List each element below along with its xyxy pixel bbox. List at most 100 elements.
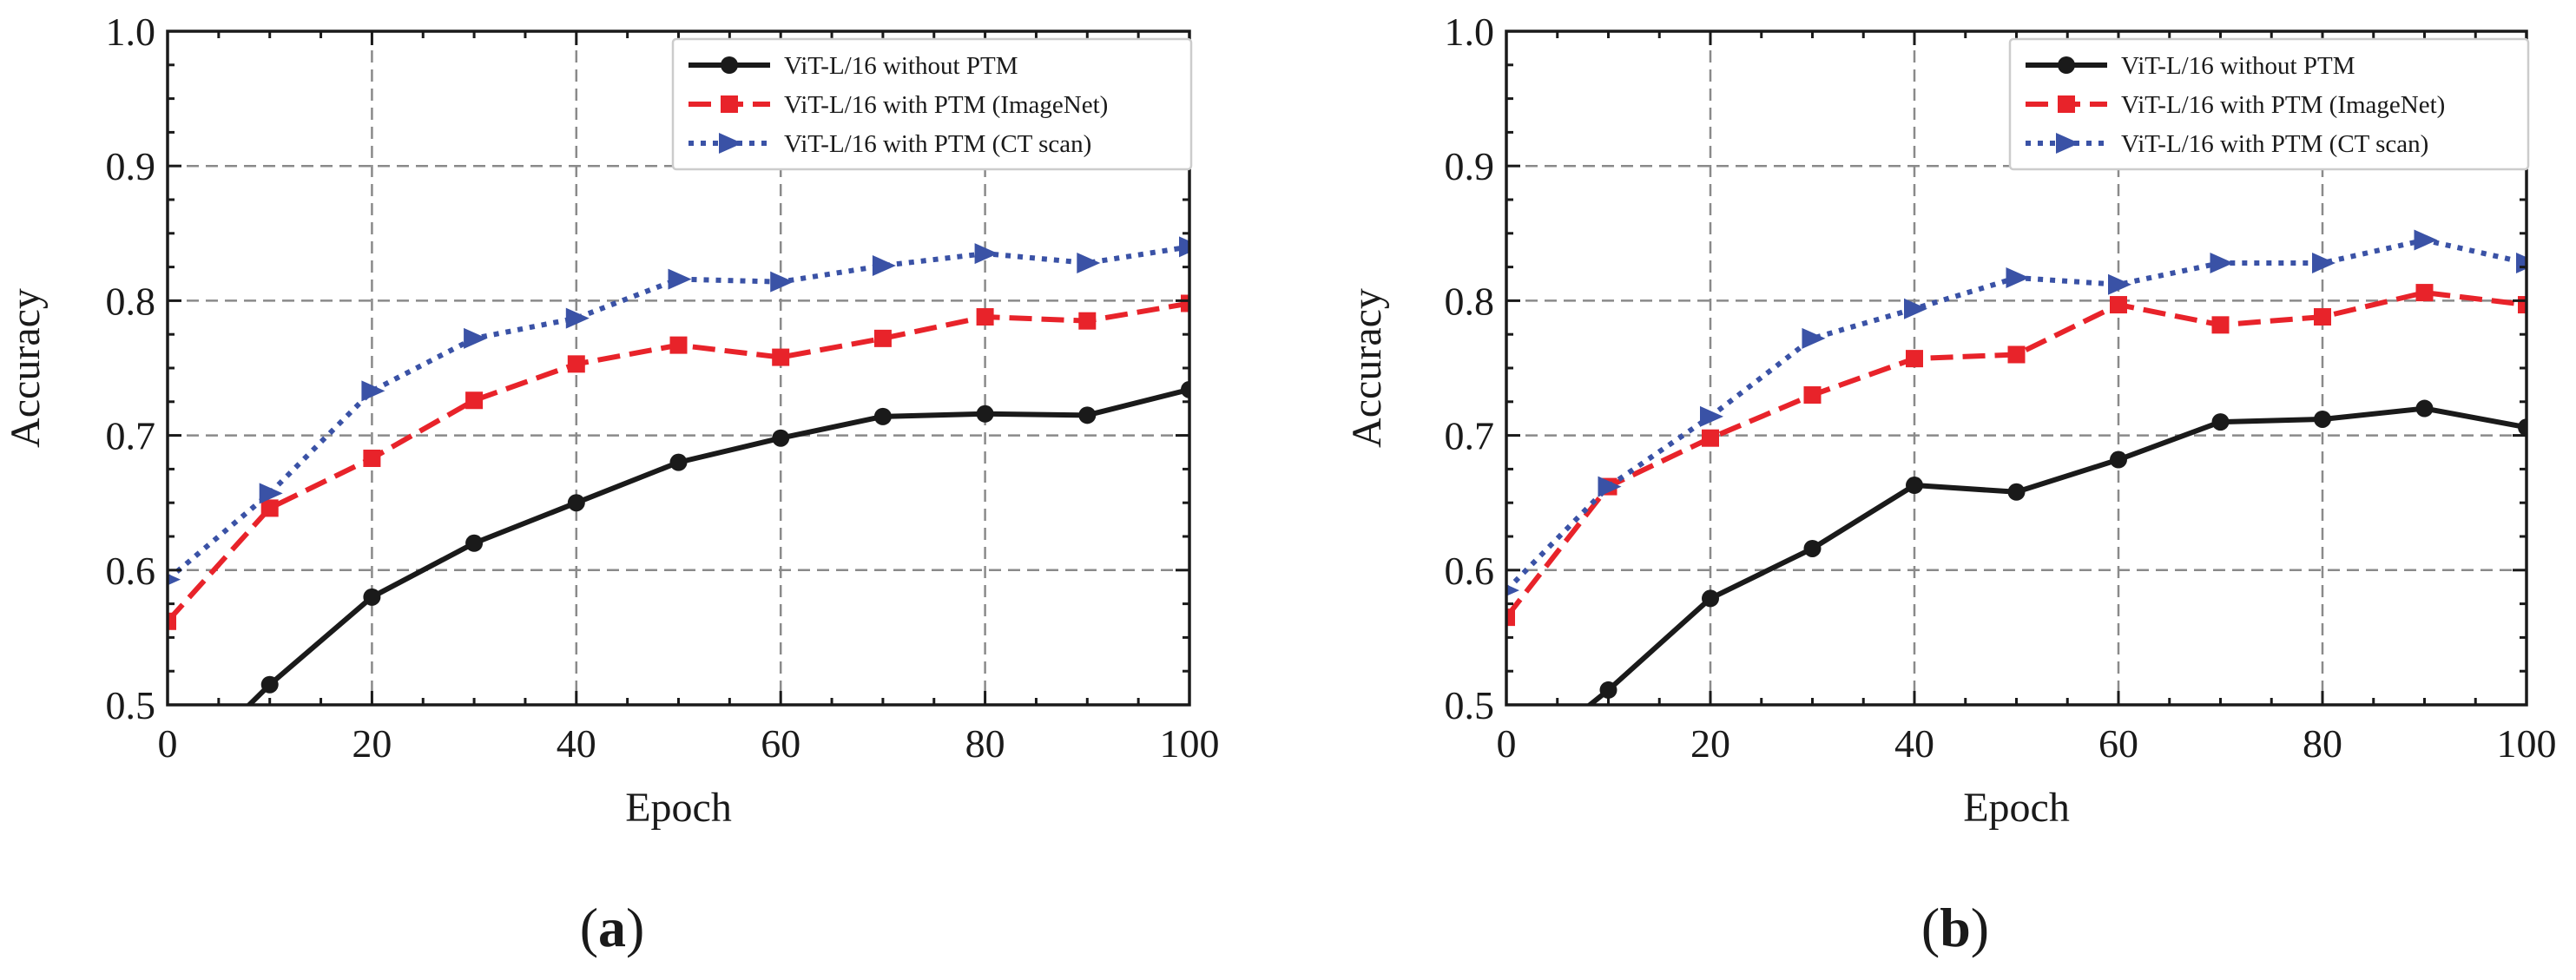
chart-a-legend-marker-2 (719, 133, 742, 154)
chart-b-series-2-point (1802, 327, 1826, 349)
chart-a-legend-marker-1 (721, 95, 738, 113)
panel-label-b-close: ) (1971, 897, 1989, 958)
chart-a-series-0-point (772, 429, 790, 447)
chart-a-series-0-point (873, 407, 892, 425)
panel-label-a-close: ) (626, 897, 644, 958)
chart-panel-b: 0 20 40 60 80 100 0.5 0.6 0.7 0.8 0.9 1.0 Epoch Accur… (1344, 10, 2557, 831)
chart-b-legend-box (2008, 37, 2530, 171)
chart-a-ytick-label: 0.8 (106, 279, 156, 323)
chart-a-series-0-point (976, 404, 994, 423)
chart-a-series-0-point (669, 453, 688, 471)
chart-b-series-0-point (1702, 589, 1719, 608)
chart-b-series-1-point (2007, 345, 2026, 364)
chart-b-legend: ViT-L/16 without PTM ViT-L/16 with PTM (I… (2008, 37, 2530, 171)
chart-a-series-2-point (259, 483, 283, 504)
chart-b-series-0-point (1599, 681, 1617, 699)
chart-b-series-0-point (1906, 477, 1923, 495)
chart-a-series-0-point (159, 777, 176, 794)
chart-b-legend-marker-1 (2058, 95, 2075, 113)
chart-b-ytick-label: 0.8 (1445, 279, 1495, 323)
chart-a-series-2-point (168, 573, 181, 586)
chart-a-series-1-point (168, 612, 176, 630)
chart-b-series-0 (1585, 399, 2527, 705)
chart-b-ytick-label: 0.5 (1445, 683, 1495, 727)
chart-a-legend-label-2: ViT-L/16 with PTM (CT scan) (784, 130, 1091, 158)
chart-b-ytick-label: 0.6 (1445, 549, 1495, 593)
panel-label-a-open: ( (580, 897, 598, 958)
chart-b-ticks (1505, 30, 2528, 707)
chart-b-ytick-label: 0.7 (1445, 414, 1495, 458)
chart-b-series-1-point (1906, 350, 1923, 368)
chart-b-series-1-point (2110, 296, 2127, 314)
chart-b-series-0-point (2314, 410, 2331, 428)
chart-a-series-2-point (668, 268, 692, 290)
chart-a-series-0-point (1181, 380, 1189, 398)
chart-a-series-0-line (245, 386, 1189, 705)
chart-b-series-2-point (2210, 252, 2234, 273)
chart-b-ylabel: Accuracy (1344, 288, 1390, 448)
chart-b-xtick-label: 80 (2303, 721, 2342, 766)
chart-b-series-1-point (2518, 296, 2527, 314)
chart-a-ytick-label: 0.5 (106, 683, 156, 727)
chart-b-series-1-line (1506, 290, 2527, 619)
chart-a-series-2-point (464, 327, 488, 349)
chart-panel-a: 0 20 40 60 80 100 0.5 0.6 0.7 0.8 0.9 1.0 Epoch Accur… (3, 10, 1220, 831)
panel-label-a: (a) (580, 897, 645, 958)
chart-a-series-2-point (565, 307, 590, 329)
chart-a-series-0 (159, 380, 1189, 794)
panel-label-b: (b) (1921, 897, 1989, 958)
chart-a-xtick-label: 0 (158, 721, 178, 766)
chart-b-series-2-point (1904, 298, 1927, 319)
chart-b-legend-label-0: ViT-L/16 without PTM (2121, 52, 2355, 80)
chart-a-series-1-point (873, 329, 892, 347)
chart-b-xtick-label: 40 (1894, 721, 1934, 766)
panel-label-a-letter: a (598, 897, 626, 958)
chart-a-legend-box (671, 37, 1193, 171)
chart-a-series-1-point (363, 449, 381, 467)
chart-a-legend: ViT-L/16 without PTM ViT-L/16 with PTM (I… (671, 37, 1193, 171)
chart-b-legend-label-1: ViT-L/16 with PTM (ImageNet) (2121, 91, 2445, 119)
chart-b-series-2-point (2312, 252, 2336, 273)
chart-a-legend-marker-0 (721, 56, 738, 74)
chart-a-ytick-label: 0.7 (106, 414, 156, 458)
chart-a-series-2-point (872, 255, 896, 277)
chart-b-series-2-point (2006, 267, 2030, 289)
chart-b-series-1-point (1803, 386, 1822, 404)
chart-a-series-0-point (465, 534, 484, 552)
chart-b-xtick-label: 0 (1497, 721, 1517, 766)
chart-a-ytick-label: 1.0 (106, 10, 156, 54)
chart-a-xlabel: Epoch (625, 785, 732, 831)
chart-b-legend-marker-0 (2058, 56, 2075, 74)
chart-a-series-1-point (1078, 312, 1097, 330)
chart-a-series-2-point (361, 380, 385, 402)
chart-b-series-2 (1506, 229, 2527, 596)
chart-b-series-2-point (2108, 273, 2131, 295)
chart-b-xtick-label: 60 (2098, 721, 2138, 766)
chart-a-series-2 (168, 236, 1189, 586)
chart-b-series-1-point (1506, 608, 1515, 627)
chart-a-ytick-label: 0.6 (106, 549, 156, 593)
chart-a-series-2-point (974, 243, 998, 265)
chart-a-series-1 (168, 294, 1189, 630)
chart-b-series-1-point (2211, 316, 2230, 334)
chart-a-series-2-point (1077, 252, 1101, 273)
chart-b-series-0-point (2518, 418, 2527, 437)
chart-a-series-0-point (567, 494, 585, 512)
chart-b-ytick-label: 1.0 (1445, 10, 1495, 54)
chart-a-xtick-label: 100 (1160, 721, 1220, 766)
chart-a-series-2-point (770, 271, 794, 293)
chart-b-legend-label-2: ViT-L/16 with PTM (CT scan) (2121, 130, 2428, 158)
chart-a-series-2-point (1179, 236, 1189, 258)
chart-a-series-0-point (260, 675, 279, 694)
panel-label-b-letter: b (1940, 897, 1971, 958)
chart-b-series-2-point (1506, 584, 1519, 596)
chart-b-series-0-line (1585, 405, 2527, 705)
panel-label-b-open: ( (1921, 897, 1940, 958)
chart-b-series-0-point (2211, 413, 2230, 431)
chart-a-series-1-point (465, 391, 484, 410)
chart-b-series-0-point (2007, 483, 2026, 501)
chart-a-series-1-point (772, 348, 790, 366)
chart-a-legend-label-1: ViT-L/16 with PTM (ImageNet) (784, 91, 1108, 119)
chart-a-series-1-point (976, 308, 994, 326)
chart-a-xtick-label: 80 (965, 721, 1005, 766)
